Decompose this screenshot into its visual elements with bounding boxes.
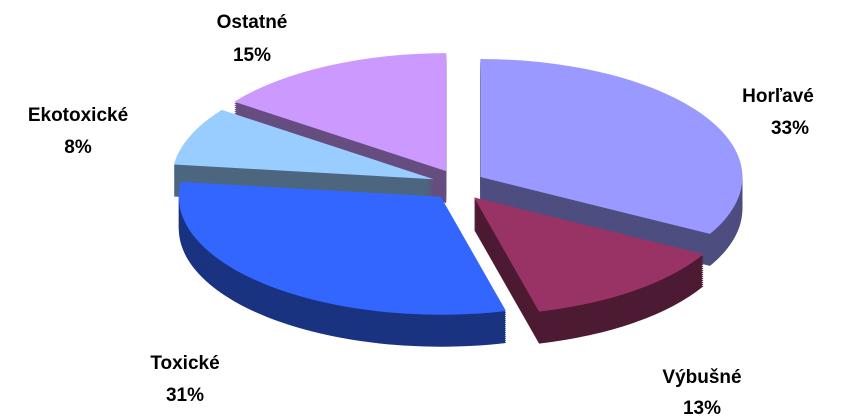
slice-label: Ostatné	[217, 12, 288, 33]
slice-label: Výbušné	[662, 367, 741, 388]
value-label: 13%	[683, 398, 721, 418]
value-label: 31%	[166, 385, 204, 406]
slice	[473, 197, 704, 312]
slice	[234, 53, 447, 172]
slice	[173, 109, 434, 180]
value-label: 15%	[233, 45, 271, 66]
slice	[480, 59, 743, 234]
slice-label: Ekotoxické	[28, 105, 128, 126]
slice	[178, 181, 506, 315]
slice-label: Horľavé	[742, 86, 814, 107]
value-label: 8%	[64, 137, 92, 158]
value-label: 33%	[771, 118, 809, 139]
slice-label: Toxické	[150, 353, 219, 374]
